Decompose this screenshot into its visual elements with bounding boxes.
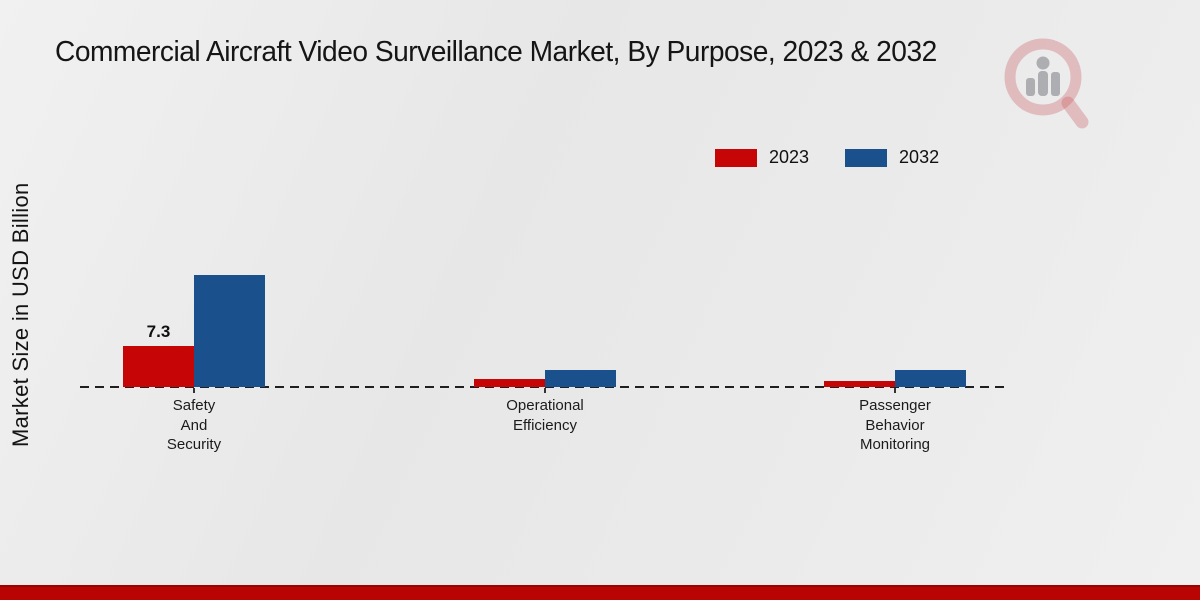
legend: 2023 2032 [715, 147, 939, 168]
footer-band [0, 585, 1200, 600]
x-axis-tick [894, 388, 896, 393]
bar-2032-category-1 [545, 369, 616, 387]
x-axis-tick [544, 388, 546, 393]
bar-2023-category-0 [123, 346, 194, 387]
bar-2023-category-1 [474, 379, 545, 387]
chart-title: Commercial Aircraft Video Surveillance M… [55, 36, 937, 68]
category-label-1: Operational Efficiency [506, 397, 584, 434]
legend-swatch-2032 [845, 148, 888, 167]
bar-2032-category-0 [194, 275, 265, 387]
zero-baseline [80, 386, 1007, 388]
legend-item-2023: 2023 [715, 147, 809, 168]
bar-2023-category-2 [824, 380, 895, 387]
x-axis-tick [193, 388, 195, 393]
legend-label-2032: 2032 [899, 147, 940, 167]
category-label-2: Passenger Behavior Monitoring [859, 397, 931, 453]
magnifier-bar-chart-icon [1004, 38, 1089, 129]
category-label-0: Safety And Security [166, 397, 222, 453]
bar-value-label: 7.3 [146, 322, 171, 341]
bar-2032-category-2 [895, 370, 966, 387]
brand-logo-watermark [990, 30, 1100, 130]
legend-label-2023: 2023 [769, 147, 810, 167]
legend-item-2032: 2032 [845, 147, 939, 168]
legend-swatch-2023 [715, 148, 757, 167]
